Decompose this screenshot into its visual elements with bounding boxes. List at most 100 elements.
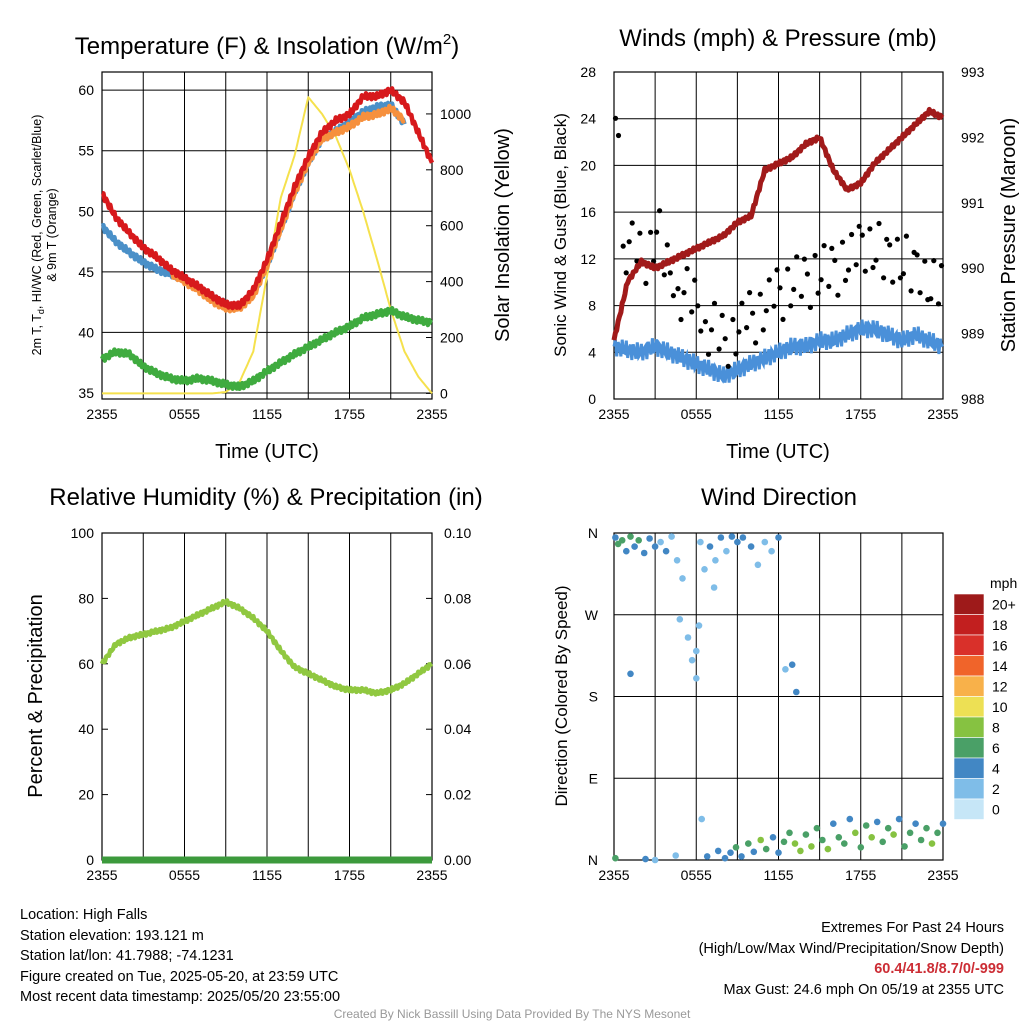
elevation-text: Station elevation: 193.121 m [20,927,204,944]
humidity-x-tick: 2355 [416,867,447,883]
gust-point [637,230,643,236]
winds-y-tick: 8 [588,298,596,314]
wind-direction-point [728,533,736,540]
wind-direction-point [679,575,686,582]
legend-label: 6 [992,740,1000,756]
wind-direction-point [788,661,796,668]
wind-direction-point [712,557,719,564]
temperature-y-tick: 60 [78,82,94,98]
wind-direction-point [857,844,865,851]
wind-direction-point [846,815,854,823]
wind-direction-y-tick: N [588,525,598,541]
wind-direction-point [808,843,815,850]
humidity-y-tick: 60 [78,656,94,672]
wind-direction-point [917,836,925,844]
extremes-values: 60.4/41.8/8.7/0/-999 [874,961,1004,977]
gust-point [766,277,772,283]
gust-point [657,208,663,214]
winds-x-tick: 1155 [763,406,793,422]
wind-direction-point [672,852,679,859]
gust-point [859,232,865,238]
location-text: Location: High Falls [20,907,148,923]
gust-point [903,233,910,239]
gust-point [908,288,914,294]
wind-direction-x-tick: 2355 [598,867,629,883]
wind-direction-x-tick: 1155 [763,867,793,883]
legend-label: 14 [992,658,1008,674]
temperature-x-tick: 1155 [252,406,282,422]
gust-point [890,279,896,285]
wind-direction-x-tick: 1755 [845,867,876,883]
gust-point [829,245,835,251]
solar-y-tick: 600 [440,218,464,234]
gust-point [853,262,859,268]
wind-direction-point [934,829,941,837]
wind-direction-y-tick: S [589,689,598,705]
winds-y-tick: 0 [588,391,596,407]
legend-label: 20+ [992,596,1016,612]
humidity-x-tick: 2355 [86,867,117,883]
pressure-line [611,106,945,341]
gust-point [928,296,934,302]
wind-direction-point [734,538,741,546]
wind-direction-y-tick: E [589,770,598,786]
wind-direction-point [727,849,734,856]
gust-point [664,242,670,248]
wind-direction-point [824,845,832,853]
wind-direction-point [627,533,634,540]
wind-direction-y-tick: W [585,607,599,623]
gust-point [702,319,709,325]
wind-direction-point [732,844,740,851]
gust-point [654,229,660,235]
gust-point [771,303,777,309]
legend-label: 8 [992,719,1000,735]
extremes-title: Extremes For Past 24 Hours [821,920,1004,936]
gust-point [725,363,731,369]
solar-y-tick: 0 [440,385,448,401]
pressure-y-tick: 989 [961,326,985,342]
wind-direction-point [739,534,747,541]
legend-swatch [953,655,985,677]
gust-point [835,292,841,298]
precip-y-tick: 0.10 [444,525,471,541]
gust-point [719,312,725,318]
wind-direction-point [879,838,886,846]
wind-direction-point [646,535,653,542]
gust-point [615,132,622,139]
humidity-x-tick: 1155 [252,867,282,883]
latlon-text: Station lat/lon: 41.7988; -74.1231 [20,948,234,964]
wind-direction-point [761,538,769,546]
temperature-x-tick: 1755 [334,406,365,422]
wind-direction-point [890,831,897,838]
series-wc-line [100,100,407,312]
gust-point [629,220,635,226]
winds-y-tick: 4 [588,344,596,360]
gust-point [681,290,687,296]
gust-point [876,220,882,227]
gust-point [643,280,649,286]
temperature-title: Temperature (F) & Insolation (W/m2) [75,31,459,60]
wind-direction-title: Wind Direction [701,484,857,511]
gust-point [747,290,753,296]
wind-direction-point [657,538,664,546]
wind-direction-point [928,840,936,847]
precip-y-tick: 0.02 [444,787,471,803]
series-td-line [99,305,433,392]
gust-point [739,300,745,306]
wind-direction-point [884,824,892,832]
created-text: Figure created on Tue, 2025-05-20, at 23… [20,968,339,985]
wind-direction-point [706,543,714,550]
winds-y-tick: 24 [580,111,596,127]
temperature-x-tick: 2355 [416,406,447,422]
gust-point [750,310,756,316]
winds-y-tick: 28 [580,64,596,80]
wind-direction-point [688,656,696,664]
gust-point [777,285,783,291]
gust-point [791,286,797,292]
credit-text: Created By Nick Bassill Using Data Provi… [333,1007,691,1021]
gust-point [931,258,937,264]
gust-point [744,325,750,331]
gust-point [695,303,701,309]
gust-point [692,277,698,283]
